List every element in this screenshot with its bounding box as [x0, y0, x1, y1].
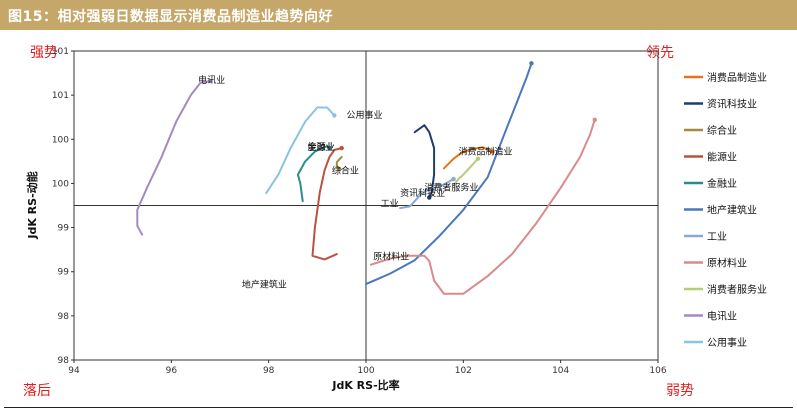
y-tick-label: 98 — [58, 356, 70, 366]
legend-label-10: 电讯业 — [707, 310, 737, 323]
series-point-label-3: 综合业 — [332, 165, 359, 177]
series-endpoint-5 — [327, 145, 332, 151]
legend-label-5: 金融业 — [707, 177, 737, 190]
series-line-11 — [265, 106, 336, 195]
y-axis-title: JdK RS-动能 — [25, 171, 39, 239]
series-line-6 — [365, 62, 533, 286]
series-line-9 — [452, 157, 479, 187]
y-tick-label: 101 — [52, 91, 69, 101]
series-line-8 — [369, 118, 596, 295]
series-point-label-6: 地产建筑业 — [242, 279, 287, 291]
x-tick-label: 102 — [455, 366, 472, 376]
legend-label-3: 综合业 — [707, 124, 737, 137]
series-point-label-1: 消费品制造业 — [458, 145, 512, 157]
series-endpoint-1 — [490, 149, 495, 154]
y-tick-label: 101 — [52, 47, 69, 57]
series-point-label-4: 能源业 — [308, 141, 335, 153]
series-line-2 — [413, 124, 436, 199]
legend-label-9: 消费者服务业 — [707, 283, 767, 296]
x-tick-label: 96 — [166, 366, 178, 376]
series-point-label-8: 原材料业 — [373, 250, 409, 262]
series-endpoint-11 — [332, 113, 337, 118]
legend-label-7: 工业 — [707, 231, 727, 243]
series-line-10 — [136, 80, 212, 236]
legend-label-8: 原材料业 — [707, 257, 747, 270]
series-endpoint-10 — [208, 78, 213, 84]
chart-legend: 消费品制造业资讯科技业综合业能源业金融业地产建筑业工业原材料业消费者服务业电讯业… — [684, 71, 767, 349]
series-point-label-10: 电讯业 — [198, 74, 225, 86]
x-tick-label: 100 — [357, 366, 374, 376]
x-tick-label: 98 — [263, 366, 275, 376]
y-tick-label: 98 — [58, 312, 70, 322]
series-endpoint-2 — [427, 195, 432, 200]
series-point-label-9: 消费者服务业 — [424, 181, 478, 193]
series-endpoint-3 — [337, 167, 342, 172]
chart-axes: 94 96 98 100 102 104 106 98 98 99 99 100 100 101 101 — [52, 47, 667, 376]
quadrant-label-top-right: 领先 — [646, 45, 674, 61]
y-tick-label: 99 — [58, 268, 70, 278]
series-endpoint-6 — [529, 61, 534, 66]
x-axis-title: JdK RS-比率 — [331, 378, 399, 392]
series-line-5 — [296, 145, 331, 203]
series-point-label-11: 公用事业 — [347, 109, 383, 121]
series-line-7 — [399, 178, 455, 210]
quadrant-label-bottom-left: 落后 — [23, 383, 51, 399]
legend-label-1: 消费品制造业 — [707, 71, 767, 84]
title-bar: 图15：相对强弱日数据显示消费品制造业趋势向好 — [0, 0, 797, 30]
legend-label-4: 能源业 — [707, 151, 737, 164]
chart-series — [136, 61, 597, 295]
page-title: 图15：相对强弱日数据显示消费品制造业趋势向好 — [8, 9, 333, 25]
series-line-3 — [335, 155, 343, 171]
legend-label-11: 公用事业 — [707, 336, 747, 349]
series-endpoint-4 — [339, 145, 344, 151]
series-point-label-7: 工业 — [381, 198, 399, 209]
series-endpoint-8 — [592, 117, 597, 123]
bottom-rule — [4, 407, 793, 408]
legend-label-2: 资讯科技业 — [707, 98, 757, 111]
y-tick-label: 99 — [58, 224, 70, 234]
x-tick-label: 104 — [552, 366, 569, 376]
series-line-4 — [311, 147, 343, 261]
series-point-label-2: 资讯科技业 — [400, 187, 445, 199]
legend-label-6: 地产建筑业 — [707, 204, 757, 217]
series-endpoint-9 — [475, 156, 481, 161]
quadrant-label-top-left: 强势 — [30, 45, 58, 61]
quadrant-label-bottom-right: 弱势 — [666, 383, 694, 399]
series-endpoint-7 — [451, 176, 456, 182]
series-point-label-5: 金融业 — [308, 141, 335, 153]
y-tick-label: 100 — [52, 135, 69, 145]
series-line-1 — [442, 146, 494, 170]
x-tick-label: 106 — [649, 366, 666, 376]
y-tick-label: 100 — [52, 179, 69, 189]
x-tick-label: 94 — [68, 366, 80, 376]
